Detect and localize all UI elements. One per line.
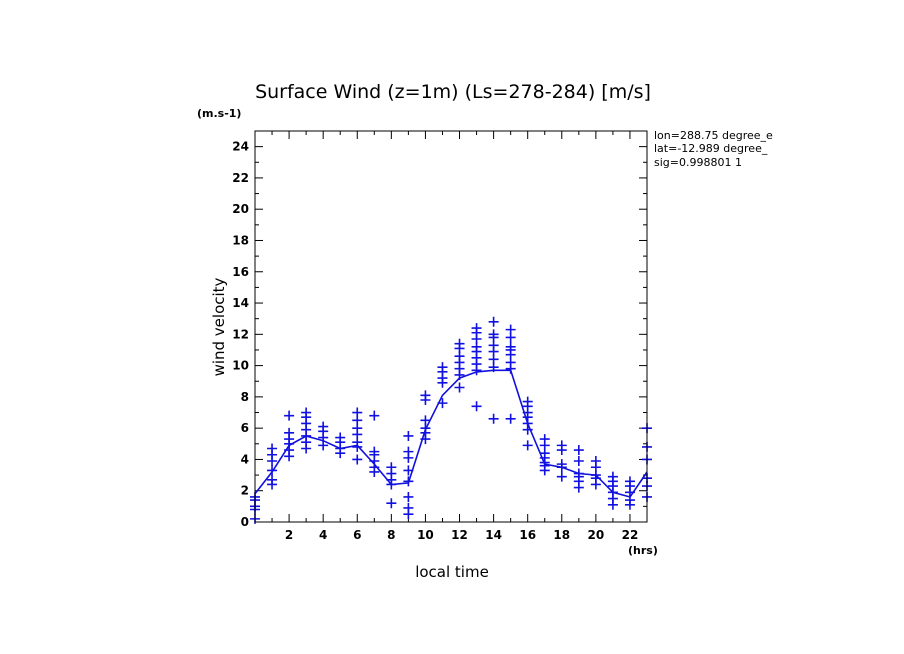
data-point-plus bbox=[488, 413, 499, 424]
data-point-plus bbox=[403, 502, 414, 513]
y-tick-label: 22 bbox=[232, 171, 249, 185]
mean-wind-line bbox=[254, 369, 648, 498]
data-point-plus bbox=[267, 474, 278, 485]
x-tick-label: 10 bbox=[417, 528, 434, 542]
data-point-plus bbox=[403, 430, 414, 441]
y-tick-label: 18 bbox=[232, 233, 249, 247]
data-point-plus bbox=[624, 476, 635, 487]
data-point-plus bbox=[267, 465, 278, 476]
data-point-plus bbox=[403, 446, 414, 457]
data-point-plus bbox=[352, 454, 363, 465]
data-point-plus bbox=[556, 440, 567, 451]
info-lon: lon=288.75 degree_e bbox=[654, 129, 773, 142]
data-point-plus bbox=[284, 410, 295, 421]
data-point-plus bbox=[505, 324, 516, 335]
info-sig: sig=0.998801 1 bbox=[654, 156, 742, 169]
data-point-plus bbox=[369, 410, 380, 421]
y-tick-label: 20 bbox=[232, 202, 249, 216]
x-tick-label: 20 bbox=[588, 528, 605, 542]
data-point-plus bbox=[352, 407, 363, 418]
data-point-plus bbox=[284, 427, 295, 438]
y-axis-unit: (m.s-1) bbox=[197, 107, 241, 120]
data-point-plus bbox=[335, 432, 346, 443]
data-point-plus bbox=[267, 443, 278, 454]
data-point-plus bbox=[386, 498, 397, 509]
y-tick-label: 24 bbox=[232, 140, 249, 154]
y-tick-label: 8 bbox=[241, 390, 249, 404]
x-tick-label: 18 bbox=[553, 528, 570, 542]
info-lat: lat=-12.989 degree_ bbox=[654, 142, 768, 155]
data-point-plus bbox=[403, 476, 414, 487]
data-point-plus bbox=[420, 415, 431, 426]
data-point-plus bbox=[522, 396, 533, 407]
x-tick-label: 16 bbox=[519, 528, 536, 542]
x-tick-label: 8 bbox=[387, 528, 395, 542]
y-tick-label: 12 bbox=[232, 327, 249, 341]
data-point-plus bbox=[590, 456, 601, 467]
y-tick-label: 0 bbox=[241, 515, 249, 529]
x-axis-unit: (hrs) bbox=[628, 544, 658, 557]
data-point-plus bbox=[573, 468, 584, 479]
x-tick-label: 4 bbox=[319, 528, 327, 542]
y-tick-label: 4 bbox=[241, 452, 249, 466]
data-point-plus bbox=[454, 382, 465, 393]
data-point-plus bbox=[488, 316, 499, 327]
y-tick-label: 10 bbox=[232, 359, 249, 373]
data-point-plus bbox=[386, 462, 397, 473]
x-tick-label: 22 bbox=[622, 528, 639, 542]
data-point-plus bbox=[505, 413, 516, 424]
data-point-plus bbox=[369, 446, 380, 457]
y-tick-label: 6 bbox=[241, 421, 249, 435]
y-axis-label: wind velocity bbox=[210, 277, 228, 376]
data-point-plus bbox=[301, 407, 312, 418]
x-tick-label: 6 bbox=[353, 528, 361, 542]
data-point-plus bbox=[318, 421, 329, 432]
data-point-plus bbox=[437, 362, 448, 373]
data-point-plus bbox=[454, 338, 465, 349]
x-tick-label: 12 bbox=[451, 528, 468, 542]
data-point-plus bbox=[505, 341, 516, 352]
y-tick-label: 14 bbox=[232, 296, 249, 310]
plot-frame bbox=[254, 130, 648, 523]
x-tick-label: 14 bbox=[485, 528, 502, 542]
data-point-plus bbox=[573, 445, 584, 456]
data-point-plus bbox=[403, 491, 414, 502]
data-point-plus bbox=[471, 401, 482, 412]
data-point-plus bbox=[471, 323, 482, 334]
data-point-plus bbox=[437, 398, 448, 409]
x-axis-label: local time bbox=[415, 563, 489, 581]
x-tick-label: 2 bbox=[285, 528, 293, 542]
data-point-plus bbox=[403, 465, 414, 476]
y-tick-label: 2 bbox=[241, 484, 249, 498]
data-point-plus bbox=[420, 390, 431, 401]
data-point-plus bbox=[556, 459, 567, 470]
chart-title: Surface Wind (z=1m) (Ls=278-284) [m/s] bbox=[255, 81, 651, 103]
data-point-plus bbox=[607, 471, 618, 482]
data-point-plus bbox=[556, 471, 567, 482]
data-point-plus bbox=[522, 440, 533, 451]
y-tick-label: 16 bbox=[232, 265, 249, 279]
data-point-plus bbox=[539, 434, 550, 445]
data-point-plus bbox=[488, 329, 499, 340]
data-point-plus bbox=[573, 456, 584, 467]
